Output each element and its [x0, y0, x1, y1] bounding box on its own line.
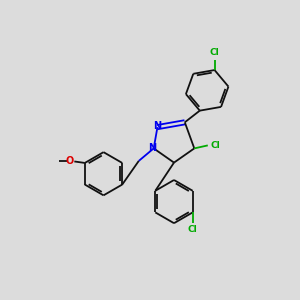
Text: Cl: Cl: [210, 141, 220, 150]
Text: Cl: Cl: [210, 48, 219, 57]
Text: Cl: Cl: [188, 225, 198, 234]
Text: N: N: [148, 143, 156, 153]
Text: N: N: [153, 121, 161, 130]
Text: O: O: [66, 156, 74, 167]
